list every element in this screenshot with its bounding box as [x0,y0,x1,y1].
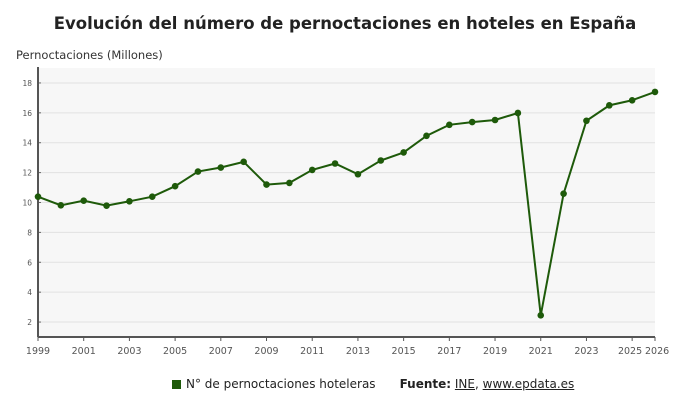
data-point-2004 [148,193,156,200]
data-point-2021 [537,312,545,319]
data-point-2012 [331,160,339,167]
y-axis-label: Pernoctaciones (Millones) [16,48,163,62]
data-point-2018 [468,118,476,126]
data-point-2016 [423,132,430,140]
y-tick-label: 14 [22,139,32,148]
x-tick-label: 2019 [483,346,507,357]
data-point-2019 [491,116,499,124]
data-point-1999 [34,193,42,200]
x-tick-label: 1999 [26,346,50,357]
y-tick-label: 2 [27,318,32,327]
data-point-2003 [126,198,133,205]
data-point-2013 [354,170,362,178]
data-point-2024 [605,102,613,109]
series-line [37,90,656,316]
y-tick-label: 8 [27,228,32,237]
y-tick-label: 16 [22,109,32,118]
x-tick-label: 2025 [618,346,642,357]
source-ine-link[interactable]: INE [454,377,475,391]
data-point-2005 [171,182,179,190]
x-tick-label: 2009 [254,346,278,357]
x-tick-label: 2026 [645,346,669,357]
data-point-2015 [400,149,407,156]
data-point-2025 [628,96,636,104]
x-tick-label: 2013 [346,346,370,357]
data-point-2023 [583,117,590,125]
data-point-2009 [263,181,270,188]
x-tick-label: 2023 [574,346,598,357]
data-point-2010 [286,179,293,187]
x-tick-label: 2011 [300,346,324,357]
data-point-2007 [217,164,225,171]
y-tick-label: 4 [27,288,32,297]
y-tick-label: 18 [22,79,32,88]
x-tick-label: 2003 [117,346,141,357]
data-point-2001 [80,197,88,205]
data-point-2026 [651,88,659,96]
source-label: Fuente: [399,377,452,391]
chart-title: Evolución del número de pernoctaciones e… [53,14,637,33]
data-point-2006 [194,168,202,175]
x-tick-label: 2005 [163,346,187,357]
x-tick-label: 2015 [392,346,416,357]
source-separator: , [475,377,483,391]
source-epdata-link[interactable]: www.epdata.es [482,377,575,391]
data-point-2017 [446,121,453,129]
data-point-2008 [240,158,247,166]
x-tick-label: 2017 [437,346,461,357]
y-tick-label: 6 [27,258,32,267]
data-point-2000 [57,202,65,209]
y-tick-label: 10 [22,199,32,208]
x-tick-label: 2001 [72,346,96,357]
data-point-2011 [308,166,316,174]
source: Fuente: INE, www.epdata.es [400,377,575,391]
x-tick-label: 2021 [529,346,553,357]
data-point-2022 [560,190,567,197]
legend-series-label[interactable]: N° de pernoctaciones hoteleras [186,377,376,391]
legend: N° de pernoctaciones hoteleras Fuente: I… [172,377,574,391]
x-tick-label: 2007 [209,346,233,357]
legend-swatch [172,379,181,389]
data-point-2014 [377,157,385,164]
y-tick-label: 12 [22,169,32,178]
data-point-2002 [103,202,110,209]
data-point-2020 [514,109,522,117]
